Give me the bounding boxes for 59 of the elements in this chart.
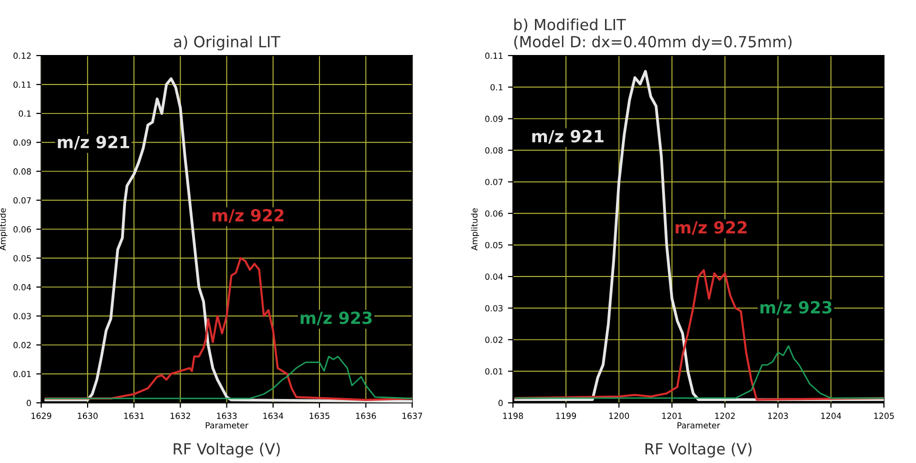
x-tick-label: 1200 [609, 412, 630, 419]
text: m/z 922 [676, 221, 747, 235]
y-tick-label: 0.1 [490, 84, 502, 90]
y-tick-label: 0.06 [485, 210, 503, 217]
y-tick-label: 0 [26, 400, 31, 406]
y-tick-label: 0.09 [485, 116, 503, 122]
x-tick-label: 1637 [402, 412, 422, 419]
y-tick-label: 0.05 [13, 255, 31, 262]
y-tick-label: 0.11 [13, 81, 31, 88]
text: RF Voltage (V) [174, 442, 280, 458]
y-tick-label: 0.04 [13, 284, 32, 290]
line-series [44, 257, 412, 401]
x-tick-label: 1203 [768, 412, 788, 419]
line-series [45, 356, 412, 400]
line-series [514, 345, 884, 399]
y-tick-label: 0.05 [485, 242, 503, 248]
y-tick-label: 0.02 [485, 336, 502, 343]
series-label: m/z 921 [58, 136, 130, 150]
y-tick-label: 0.02 [13, 342, 31, 348]
text: m/z 922 [212, 208, 284, 223]
y-axis-title: Amplitude [471, 208, 480, 250]
x-tick-label: 1636 [356, 412, 376, 419]
y-tick-label: 0.04 [485, 274, 503, 280]
chart-title: b) Modified LIT (Model D: dx=0.40mm dy=0.75mm) [514, 18, 792, 50]
y-tick-label: 0.01 [13, 370, 31, 378]
y-tick-label: 0.07 [485, 178, 503, 186]
x-tick-label: 1201 [662, 412, 682, 419]
y-tick-label: 0.08 [13, 168, 31, 175]
x-tick-label: 1635 [310, 412, 330, 419]
x-tick-label: 1202 [715, 412, 735, 419]
y-tick-label: 0.11 [485, 52, 502, 59]
y-tick-label: 0.08 [485, 147, 503, 154]
text: m/z 923 [300, 312, 372, 326]
x-tick-label: 1633 [217, 412, 237, 419]
y-tick-label: 0.07 [13, 197, 31, 204]
y-tick-label: 0.12 [13, 52, 31, 59]
y-tick-label: 0.01 [485, 368, 502, 375]
y-tick-label: 0.1 [18, 110, 31, 117]
x-tick-label: 1630 [78, 412, 98, 419]
text: m/z 923 [760, 300, 832, 315]
x-tick-label: 1631 [124, 412, 144, 419]
x-axis-title: Parameter [678, 422, 720, 428]
x-tick-label: 1629 [32, 412, 52, 419]
x-tick-label: 1632 [170, 412, 190, 419]
y-tick-label: 0 [498, 400, 503, 406]
y-tick-label: 0.03 [485, 305, 503, 312]
x-tick-label: 1204 [821, 412, 842, 419]
x-tick-label: 1198 [503, 412, 523, 419]
chart-title: a) Original LIT [174, 36, 280, 50]
text: RF Voltage (V) [646, 442, 752, 458]
line-series [44, 77, 412, 403]
x-tick-label: 1199 [556, 412, 576, 419]
y-tick-label: 0.03 [13, 312, 31, 320]
y-tick-label: 0.06 [13, 226, 31, 232]
series-label: m/z 921 [532, 130, 604, 144]
y-tick-label: 0.09 [13, 139, 31, 146]
x-axis-title: Parameter [206, 422, 248, 428]
x-tick-label: 1634 [263, 412, 284, 419]
x-tick-label: 1205 [874, 412, 894, 419]
